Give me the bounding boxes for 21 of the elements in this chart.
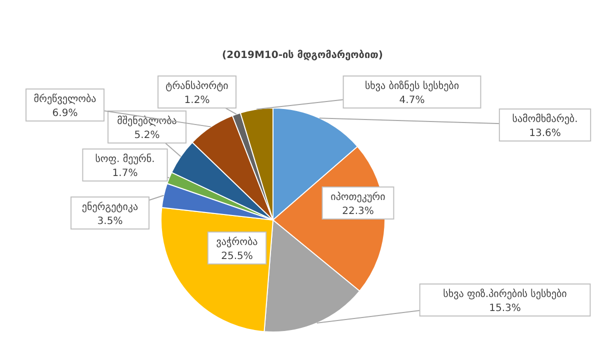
data-label: 1.2% (184, 95, 210, 106)
slice-label: სამომხმარებ. (512, 113, 578, 125)
data-label: 13.6% (529, 128, 561, 139)
slice-label: ვაჭრობა (216, 236, 258, 248)
data-label: 22.3% (342, 206, 374, 217)
data-label: 3.5% (97, 216, 123, 227)
slice-label: სხვა ბიზნეს სესხები (364, 80, 460, 92)
data-label: 1.7% (112, 168, 138, 179)
data-label: 15.3% (489, 303, 521, 314)
data-label: 6.9% (52, 108, 78, 119)
slice-label: მრეწველობა (34, 93, 96, 105)
slice-label: სოფ. მეურნ. (95, 153, 155, 165)
slice-label: ტრანსპორტი (166, 80, 228, 92)
data-label: 4.7% (399, 95, 425, 106)
slice-label: იპოთეკური (330, 191, 386, 203)
slice-label: ენერგეტიკა (82, 201, 138, 213)
data-label: 5.2% (134, 130, 160, 141)
slice-label: მშენებლობა (117, 115, 177, 127)
data-label: 25.5% (221, 251, 253, 262)
slice-label: სხვა ფიზ.პირების სესხები (443, 288, 567, 300)
chart-title: (2019M10-ის მდგომარეობით) (221, 50, 384, 61)
